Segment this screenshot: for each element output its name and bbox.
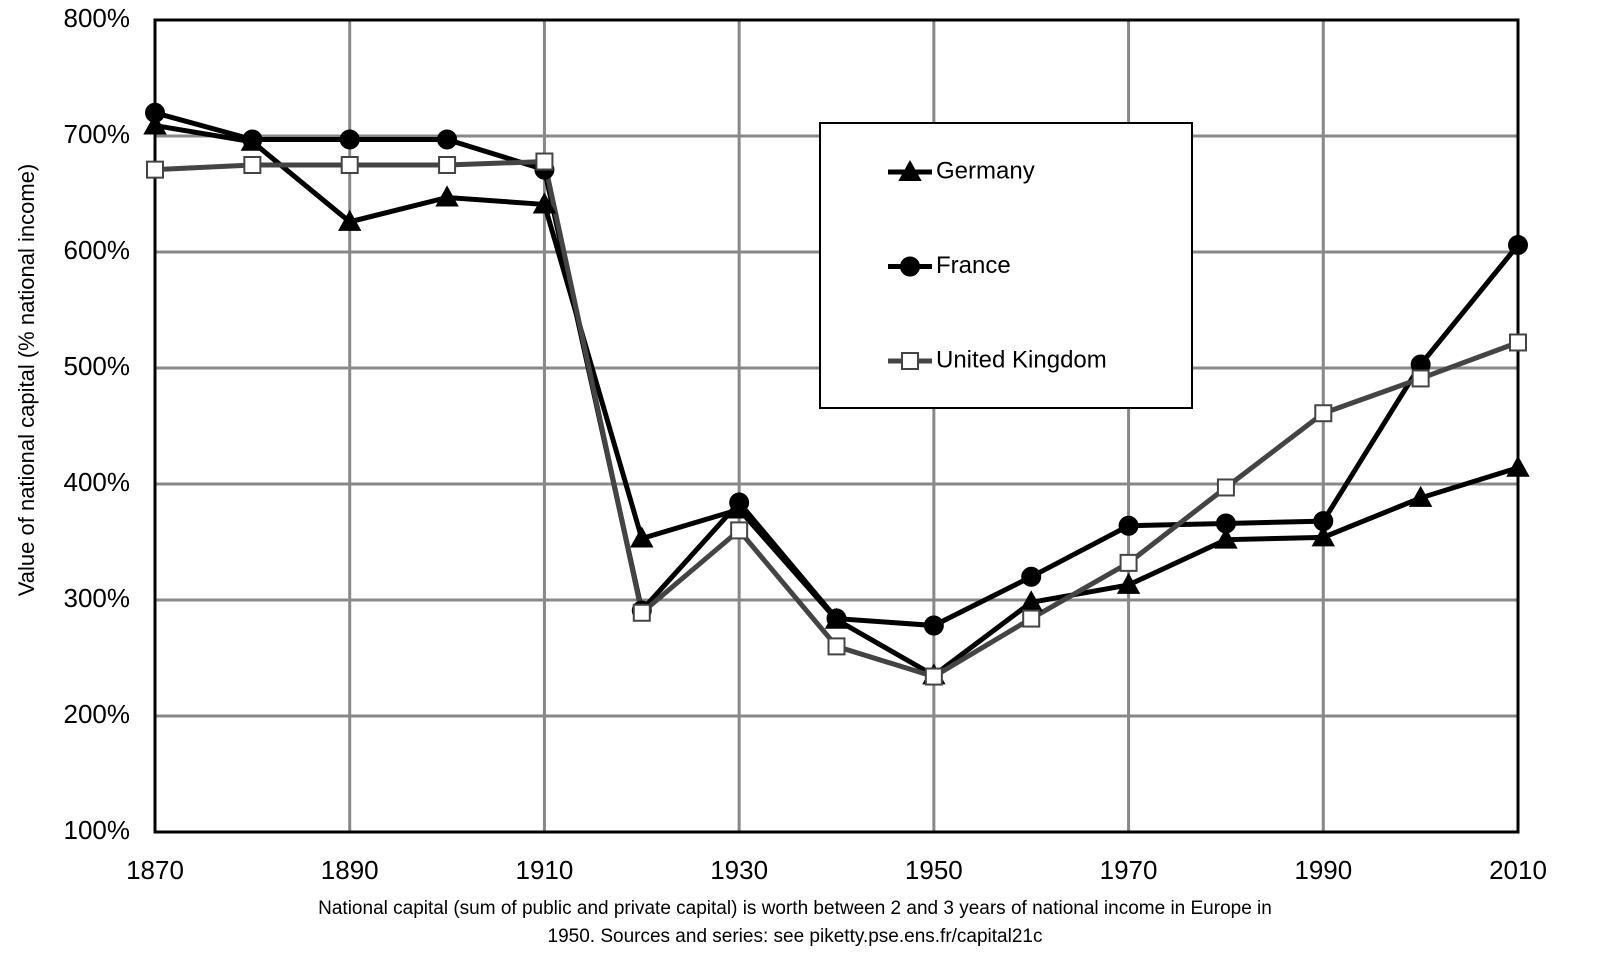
legend-label: France bbox=[936, 252, 1011, 279]
marker bbox=[632, 603, 651, 622]
x-tick-label: 1950 bbox=[905, 855, 963, 885]
marker bbox=[1411, 369, 1430, 388]
marker bbox=[730, 521, 749, 540]
marker bbox=[898, 159, 922, 181]
marker bbox=[1311, 525, 1335, 547]
legend-label: Germany bbox=[936, 157, 1035, 184]
marker bbox=[143, 113, 167, 135]
marker bbox=[1313, 511, 1334, 532]
marker bbox=[826, 608, 847, 629]
marker bbox=[437, 129, 458, 150]
plot-frame bbox=[153, 18, 1520, 834]
caption: 1950. Sources and series: see piketty.ps… bbox=[548, 926, 1043, 947]
marker bbox=[1119, 553, 1138, 572]
marker bbox=[1116, 572, 1141, 594]
marker bbox=[1216, 478, 1235, 497]
marker bbox=[1022, 609, 1041, 628]
marker bbox=[340, 156, 359, 174]
y-tick-label: 800% bbox=[64, 3, 131, 33]
y-axis-label: Value of national capital (% national in… bbox=[14, 164, 39, 597]
marker bbox=[1214, 527, 1238, 549]
marker bbox=[338, 209, 362, 231]
y-tick-label: 700% bbox=[64, 119, 131, 149]
marker bbox=[1021, 566, 1042, 587]
marker bbox=[1118, 515, 1139, 536]
marker bbox=[1215, 513, 1236, 534]
y-tick-label: 600% bbox=[64, 235, 131, 265]
marker bbox=[146, 160, 164, 179]
marker bbox=[630, 526, 654, 548]
marker bbox=[145, 102, 165, 123]
legend-label: United Kingdom bbox=[936, 346, 1107, 373]
marker bbox=[924, 667, 943, 686]
marker bbox=[923, 615, 944, 636]
marker bbox=[900, 256, 920, 277]
x-tick-label: 1870 bbox=[126, 855, 184, 885]
marker bbox=[243, 156, 262, 174]
x-tick-label: 1990 bbox=[1294, 855, 1352, 885]
legend-box bbox=[819, 122, 1193, 409]
marker bbox=[827, 637, 846, 656]
y-tick-label: 300% bbox=[64, 583, 131, 613]
marker bbox=[1408, 485, 1433, 507]
x-tick-label: 2010 bbox=[1489, 855, 1547, 885]
marker bbox=[339, 129, 360, 150]
marker bbox=[532, 192, 557, 214]
marker bbox=[901, 352, 919, 370]
x-tick-label: 1930 bbox=[710, 855, 768, 885]
marker bbox=[242, 129, 263, 150]
caption: National capital (sum of public and priv… bbox=[318, 898, 1272, 919]
marker bbox=[1508, 235, 1528, 256]
marker bbox=[1509, 333, 1527, 352]
x-tick-label: 1910 bbox=[516, 855, 574, 885]
marker bbox=[438, 156, 457, 174]
marker bbox=[1314, 404, 1333, 423]
marker bbox=[435, 185, 459, 207]
y-tick-label: 200% bbox=[64, 699, 131, 729]
y-tick-label: 400% bbox=[64, 467, 131, 497]
x-tick-label: 1970 bbox=[1100, 855, 1158, 885]
marker bbox=[1506, 455, 1530, 477]
x-tick-label: 1890 bbox=[321, 855, 379, 885]
marker bbox=[535, 152, 554, 171]
y-tick-label: 100% bbox=[64, 815, 131, 845]
marker bbox=[729, 492, 750, 513]
y-tick-label: 500% bbox=[64, 351, 131, 381]
